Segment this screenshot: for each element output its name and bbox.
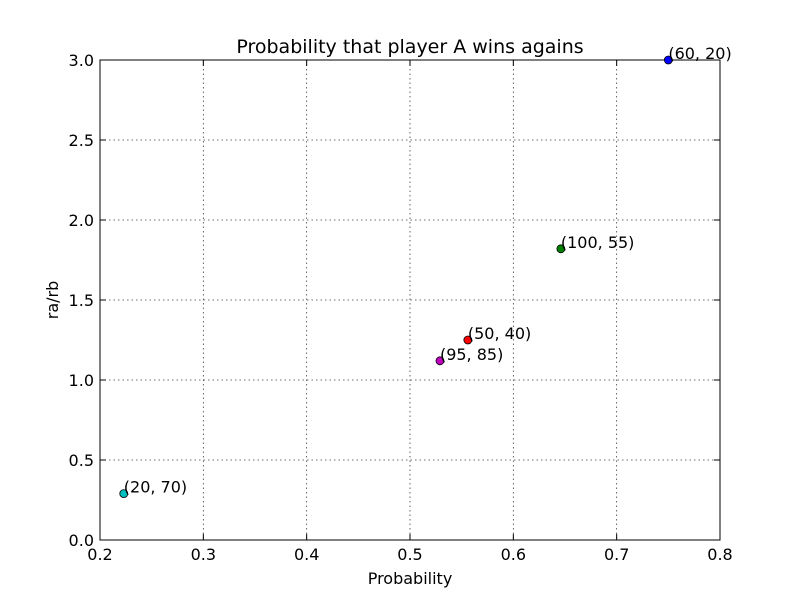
data-point-label: (20, 70) xyxy=(124,478,187,497)
y-tick-label: 3.0 xyxy=(69,51,94,70)
grid-lines xyxy=(100,60,720,540)
data-points: (60, 20) (100, 55) (50, 40) (95, 85) (20, 70… xyxy=(120,44,732,498)
y-tick-label: 0.5 xyxy=(69,451,94,470)
x-tick-label: 0.6 xyxy=(501,545,526,564)
x-tick-label: 0.4 xyxy=(294,545,319,564)
data-point-label: (95, 85) xyxy=(440,345,503,364)
chart-title: Probability that player A wins agains xyxy=(236,36,583,58)
y-tick-label: 1.5 xyxy=(69,291,94,310)
data-point-label: (50, 40) xyxy=(468,324,531,343)
x-axis-label: Probability xyxy=(368,569,453,588)
y-tick-label: 1.0 xyxy=(69,371,94,390)
y-tick-label: 2.5 xyxy=(69,131,94,150)
data-point-label: (60, 20) xyxy=(668,44,731,63)
x-tick-label: 0.5 xyxy=(397,545,422,564)
x-tick-label: 0.8 xyxy=(707,545,732,564)
data-point-label: (100, 55) xyxy=(561,233,635,252)
y-tick-label: 2.0 xyxy=(69,211,94,230)
y-tick-label: 0.0 xyxy=(69,531,94,550)
x-tick-label: 0.3 xyxy=(191,545,216,564)
x-tick-label: 0.7 xyxy=(604,545,629,564)
y-axis-label: ra/rb xyxy=(43,281,62,320)
